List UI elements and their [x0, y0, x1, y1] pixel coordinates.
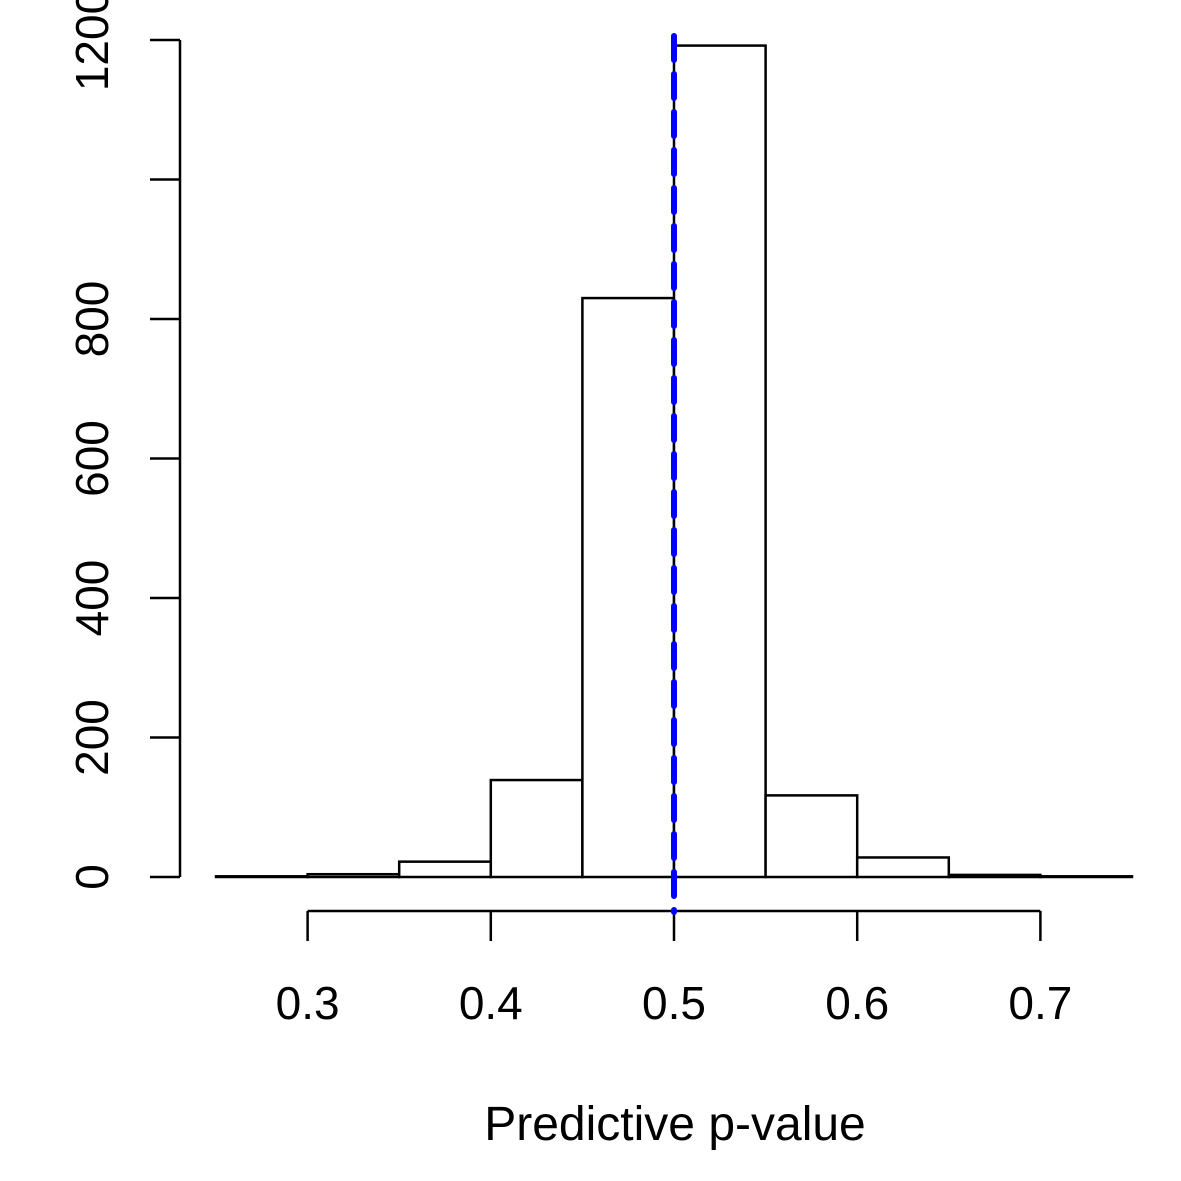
histogram-bar: [764, 794, 859, 879]
histogram-bar: [672, 44, 767, 879]
y-tick-label: 800: [66, 281, 118, 358]
y-axis: 0 200 400 600 800 1200: [66, 0, 182, 890]
histogram-bars: [214, 44, 1134, 879]
y-tick-label: 400: [66, 560, 118, 637]
x-tick-label: 0.7: [1008, 977, 1072, 1029]
y-tick-label: 1200: [66, 0, 118, 91]
histogram-bar: [306, 872, 401, 879]
x-tick-label: 0.6: [825, 977, 889, 1029]
y-tick-label: 200: [66, 699, 118, 776]
histogram-bar: [397, 860, 493, 879]
histogram-bar: [489, 778, 584, 879]
x-tick-label: 0.3: [276, 977, 340, 1029]
histogram-bar: [1039, 875, 1134, 879]
histogram-bar: [947, 873, 1042, 879]
histogram-bar: [581, 296, 676, 879]
histogram-bar: [855, 856, 951, 879]
histogram-bar: [214, 875, 309, 879]
x-axis: 0.3 0.4 0.5 0.6 0.7: [276, 909, 1072, 1029]
x-axis-title: Predictive p-value: [484, 1098, 866, 1151]
y-tick-label: 0: [66, 864, 118, 890]
x-tick-label: 0.4: [459, 977, 523, 1029]
x-tick-label: 0.5: [642, 977, 706, 1029]
y-tick-label: 600: [66, 420, 118, 497]
